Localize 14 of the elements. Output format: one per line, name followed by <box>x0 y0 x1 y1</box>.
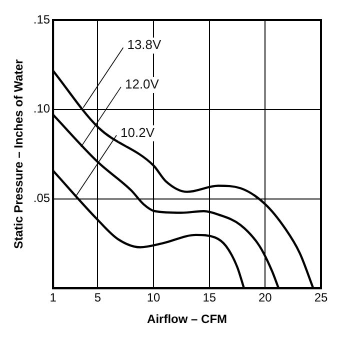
y-tick-label: .05 <box>33 191 50 206</box>
x-axis-title: Airflow – CFM <box>147 312 228 326</box>
x-tick-label: 1 <box>50 290 57 305</box>
annotation: 10.2V <box>120 124 155 140</box>
x-tick-label: 15 <box>202 290 216 305</box>
x-tick-label: 20 <box>258 290 272 305</box>
annotation: 12.0V <box>124 76 160 92</box>
y-tick-label: .15 <box>33 12 50 26</box>
x-tick-label: 5 <box>94 290 102 305</box>
x-tick-label: 25 <box>314 290 328 305</box>
annotation: 13.8V <box>127 37 162 52</box>
y-tick-label: .10 <box>33 102 50 116</box>
y-axis-title: Static Pressure – Inches of Water <box>12 58 26 249</box>
x-tick-label: 10 <box>146 290 161 305</box>
